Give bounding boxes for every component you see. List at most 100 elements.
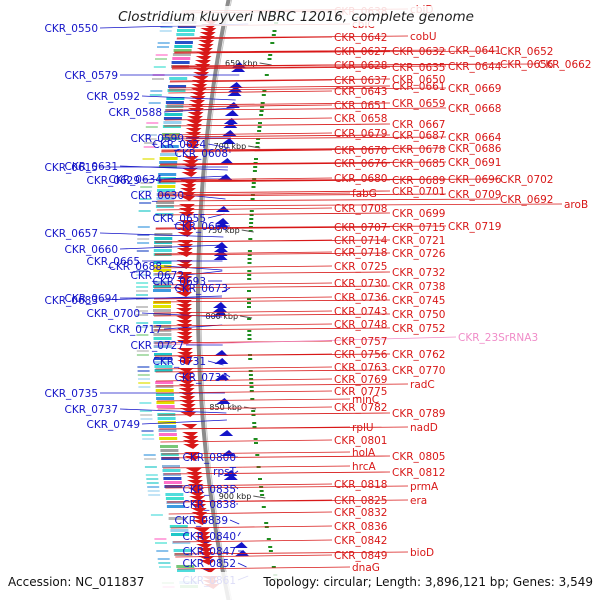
cog-feature	[153, 249, 172, 252]
cog-feature	[148, 102, 161, 104]
cog-feature	[162, 133, 180, 136]
cog-feature	[162, 465, 180, 468]
gc-skew-mark	[247, 318, 252, 320]
plus-strand-leader-line	[223, 372, 231, 378]
gene-label-minus: CKR_0719	[448, 221, 501, 233]
minus-strand-leader-line	[160, 161, 447, 165]
plus-strand-feature	[215, 218, 230, 224]
cog-feature	[137, 234, 150, 236]
gene-label-plus: CKR_0735	[45, 388, 98, 400]
cog-feature	[166, 505, 185, 508]
plus-strand-feature	[224, 110, 239, 116]
map-title: Clostridium kluyveri NBRC 12016, complet…	[118, 9, 474, 25]
cog-feature	[168, 517, 187, 520]
feature-bands	[136, 17, 279, 589]
minus-strand-leader-line	[174, 49, 447, 53]
minus-strand-leader-line	[162, 136, 447, 140]
cog-feature	[154, 365, 173, 368]
gc-skew-mark	[247, 338, 252, 340]
cog-feature	[152, 78, 164, 80]
plus-strand-gene-labels: CKR_0550 CKR_0579 CKR_0592 CKR_0588 CKR_0599…	[45, 23, 237, 587]
cog-feature	[146, 482, 159, 484]
gene-label-plus: rpsT	[213, 466, 236, 478]
minus-strand-leader-line	[157, 398, 351, 402]
cog-feature	[172, 57, 191, 60]
plus-strand-leader-line	[207, 360, 224, 366]
cog-feature	[177, 29, 195, 32]
cog-feature	[147, 490, 160, 492]
cog-feature	[163, 477, 182, 480]
cog-feature	[139, 190, 152, 192]
minus-strand-leader-line	[172, 539, 333, 543]
gene-label-minus: CKR_0750	[392, 309, 445, 321]
gene-label-minus: CKR_0687	[392, 130, 445, 142]
gc-skew-mark	[249, 210, 254, 212]
gene-label-minus: CKR_0658	[334, 113, 387, 125]
cog-feature	[165, 105, 184, 108]
cog-feature	[157, 417, 176, 420]
gene-label-plus: CKR_0615	[45, 162, 98, 174]
gene-label-minus: CKR_0650	[392, 74, 445, 86]
cog-feature	[144, 458, 157, 460]
plus-strand-leader-line	[237, 562, 247, 568]
gc-skew-mark	[271, 566, 276, 568]
minus-strand-feature	[177, 352, 193, 357]
plus-strand-feature	[214, 358, 229, 364]
plus-strand-leader-line	[207, 143, 230, 149]
cog-feature	[154, 369, 173, 372]
cog-feature	[173, 49, 192, 52]
plus-strand-feature	[223, 474, 238, 480]
cog-feature	[156, 397, 175, 400]
cog-feature	[156, 197, 175, 200]
minus-strand-leader-line	[161, 147, 447, 151]
plus-strand-feature	[213, 306, 227, 312]
gc-skew-mark	[270, 42, 275, 44]
cog-feature	[142, 158, 155, 160]
minus-strand-feature	[176, 248, 193, 253]
cog-feature	[158, 429, 177, 432]
minus-strand-leader-line	[167, 499, 409, 503]
cog-feature	[160, 453, 179, 456]
gc-skew-mark	[253, 166, 258, 168]
cog-feature	[144, 138, 157, 140]
minus-strand-leader-line	[160, 162, 391, 166]
gene-label-plus: CKR_0727	[131, 340, 184, 352]
scale-tick-label: 650 kbp	[225, 59, 258, 68]
cog-feature	[144, 466, 157, 468]
cog-feature	[141, 430, 154, 432]
minus-strand-feature	[176, 328, 193, 333]
cog-feature	[157, 189, 175, 192]
cog-feature	[166, 501, 185, 504]
minus-strand-feature	[177, 224, 194, 229]
cog-feature	[156, 201, 175, 204]
minus-strand-feature	[197, 44, 214, 49]
plus-strand-feature	[213, 302, 227, 308]
minus-strand-feature	[185, 128, 202, 133]
cog-feature	[157, 185, 176, 188]
minus-strand-feature	[181, 168, 198, 173]
minus-strand-feature	[191, 516, 208, 521]
gc-skew-mark	[264, 522, 269, 524]
minus-strand-feature	[198, 556, 215, 561]
gc-skew-mark	[268, 54, 273, 56]
gene-label-minus: CKR_0699	[392, 208, 445, 220]
gc-skew-mark	[266, 538, 271, 540]
plus-strand-leader-line	[233, 484, 239, 490]
cog-feature	[160, 449, 179, 452]
minus-strand-feature	[176, 308, 192, 313]
cog-feature	[145, 474, 158, 476]
minus-strand-feature	[179, 196, 196, 201]
cog-feature	[155, 393, 174, 396]
cog-feature	[143, 454, 156, 456]
minus-strand-leader-line	[154, 353, 391, 357]
cog-feature	[156, 401, 175, 404]
cog-feature	[155, 381, 174, 384]
gene-label-minus: CKR_0664	[448, 132, 502, 144]
cog-feature	[156, 405, 175, 408]
minus-strand-feature	[176, 272, 193, 277]
minus-strand-feature	[185, 468, 202, 473]
minus-strand-leader-line	[174, 551, 409, 555]
gene-label-plus: CKR_0800	[183, 452, 236, 464]
minus-strand-feature	[177, 368, 194, 373]
gene-label-minus: CKR_0637	[334, 75, 387, 87]
